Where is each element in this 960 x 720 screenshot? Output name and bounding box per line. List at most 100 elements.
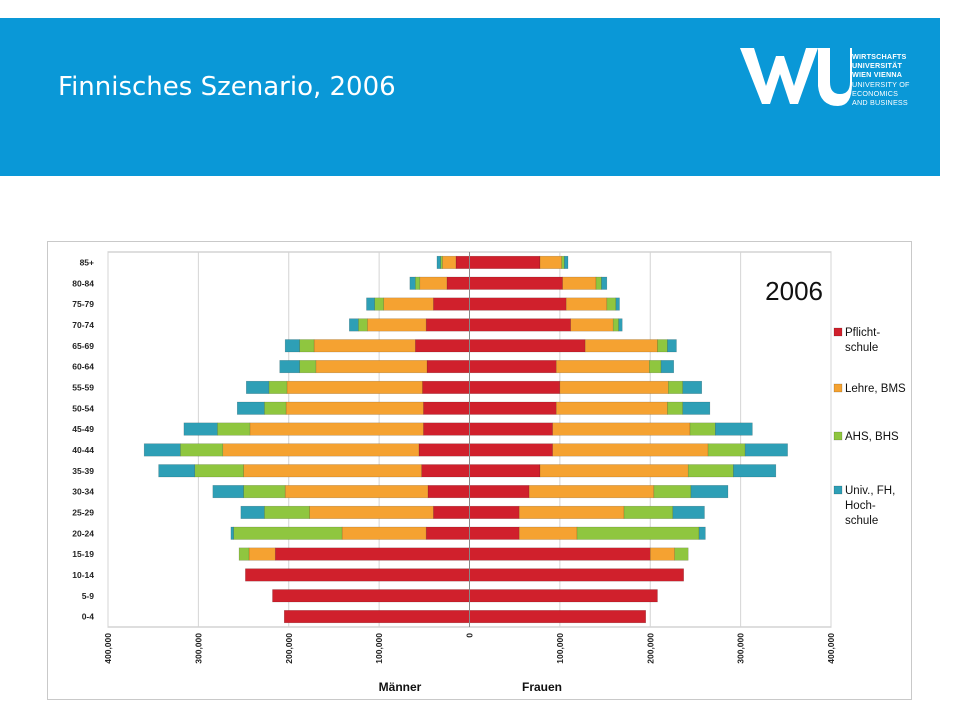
legend-swatch <box>833 431 843 441</box>
bar-women <box>518 526 578 540</box>
x-tick-label: 100,000 <box>555 633 565 664</box>
bar-men <box>245 568 470 582</box>
category-label: 80-84 <box>72 278 94 288</box>
bar-men <box>425 318 470 332</box>
category-label: 40-44 <box>72 445 94 455</box>
bar-women <box>469 297 567 311</box>
bar-women <box>649 360 662 374</box>
bar-women <box>682 401 711 415</box>
x-tick-label: 200,000 <box>645 633 655 664</box>
legend-swatch <box>833 485 843 495</box>
bar-women <box>606 297 617 311</box>
x-tick-label: 100,000 <box>374 633 384 664</box>
bar-men <box>183 422 218 436</box>
bar-men <box>418 443 470 457</box>
x-tick-label: 200,000 <box>284 633 294 664</box>
legend-swatch <box>833 383 843 393</box>
bar-women <box>469 380 561 394</box>
bar-men <box>341 526 427 540</box>
bar-women <box>469 464 541 478</box>
bar-women <box>733 464 777 478</box>
bar-men <box>217 422 251 436</box>
bar-men <box>212 485 244 499</box>
bar-women <box>469 360 557 374</box>
bar-men <box>423 422 470 436</box>
bar-women <box>667 339 677 353</box>
bar-women <box>668 380 684 394</box>
bar-women <box>518 505 625 519</box>
logo-line: ECONOMICS <box>852 88 899 98</box>
x-axis-label-women: Frauen <box>522 680 562 694</box>
bar-men <box>279 360 300 374</box>
bar-women <box>559 380 669 394</box>
bar-women <box>469 485 530 499</box>
bar-women <box>660 360 674 374</box>
legend-label: Hoch- <box>845 500 876 512</box>
bar-men <box>455 255 470 269</box>
bar-men <box>349 318 359 332</box>
bar-women <box>469 401 557 415</box>
bar-women <box>601 276 608 290</box>
bar-men <box>315 360 428 374</box>
chart-title: 2006 <box>765 276 823 306</box>
bar-women <box>565 297 608 311</box>
x-tick-label: 400,000 <box>103 633 113 664</box>
bar-men <box>236 401 265 415</box>
bar-women <box>707 443 746 457</box>
legend-label: Lehre, BMS <box>845 383 906 395</box>
bar-men <box>421 464 470 478</box>
x-tick-label: 400,000 <box>826 633 836 664</box>
bar-men <box>358 318 368 332</box>
bar-men <box>284 339 300 353</box>
bar-men <box>367 318 427 332</box>
page-title: Finnisches Szenario, 2006 <box>58 72 396 102</box>
category-label: 60-64 <box>72 362 94 372</box>
bar-women <box>469 526 520 540</box>
category-label: 25-29 <box>72 507 94 517</box>
category-label: 45-49 <box>72 424 94 434</box>
bar-men <box>222 443 420 457</box>
bar-women <box>615 297 620 311</box>
bar-men <box>366 297 375 311</box>
wu-monogram-icon <box>740 48 852 106</box>
bar-men <box>415 276 421 290</box>
bar-men <box>285 401 424 415</box>
legend-label: Univ., FH, <box>845 485 895 497</box>
logo-line: UNIVERSITÄT <box>852 61 903 71</box>
bar-women <box>653 485 692 499</box>
bar-men <box>194 464 244 478</box>
bar-men <box>426 360 470 374</box>
bar-women <box>674 547 689 561</box>
category-label: 10-14 <box>72 570 94 580</box>
category-label: 5-9 <box>82 591 95 601</box>
bar-men <box>272 589 470 603</box>
bar-women <box>539 464 689 478</box>
x-axis-label-men: Männer <box>379 680 422 694</box>
bar-women <box>612 318 619 332</box>
bar-women <box>552 422 691 436</box>
bar-men <box>283 610 470 624</box>
bar-women <box>539 255 562 269</box>
bar-women <box>469 339 586 353</box>
bar-men <box>422 380 470 394</box>
bar-men <box>286 380 423 394</box>
bar-men <box>249 422 424 436</box>
bar-men <box>268 380 288 394</box>
bar-women <box>744 443 788 457</box>
category-label: 35-39 <box>72 466 94 476</box>
bar-women <box>469 422 553 436</box>
bar-women <box>584 339 658 353</box>
bar-men <box>158 464 196 478</box>
bar-women <box>469 505 520 519</box>
bar-men <box>240 505 265 519</box>
logo-line: WIRTSCHAFTS <box>852 52 907 61</box>
bar-women <box>650 547 675 561</box>
category-label: 65-69 <box>72 341 94 351</box>
category-label: 15-19 <box>72 549 94 559</box>
category-label: 55-59 <box>72 382 94 392</box>
bar-men <box>442 255 457 269</box>
bar-men <box>238 547 250 561</box>
bar-women <box>682 380 703 394</box>
bar-men <box>425 526 470 540</box>
bar-women <box>667 401 684 415</box>
